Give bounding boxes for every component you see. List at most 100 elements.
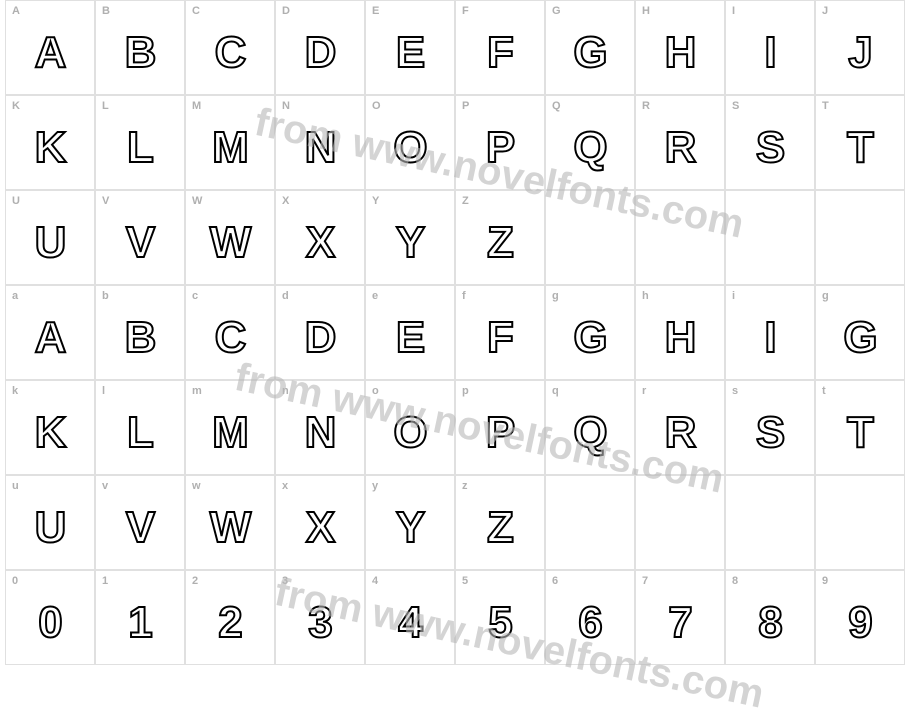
cell-glyph: E (396, 28, 424, 78)
glyph-cell-lowercase_row1-4: eE (365, 285, 455, 380)
glyph-cell-lowercase_row1-6: gG (545, 285, 635, 380)
glyph-cell-lowercase_row3-4: yY (365, 475, 455, 570)
glyph-cell-digits_row-3: 33 (275, 570, 365, 665)
cell-label: S (732, 100, 739, 112)
cell-label: Z (462, 195, 469, 207)
glyph-cell-digits_row-8: 88 (725, 570, 815, 665)
cell-glyph: I (764, 313, 775, 363)
cell-label: N (282, 100, 290, 112)
cell-glyph: F (487, 313, 513, 363)
cell-label: K (12, 100, 20, 112)
cell-label: g (822, 290, 829, 302)
cell-glyph: 2 (218, 598, 241, 648)
glyph-cell-uppercase_row3-3: XX (275, 190, 365, 285)
glyph-cell-uppercase_row3-2: WW (185, 190, 275, 285)
cell-label: z (462, 480, 468, 492)
cell-glyph: Y (396, 503, 424, 553)
cell-label: 9 (822, 575, 828, 587)
glyph-cell-lowercase_row2-3: nN (275, 380, 365, 475)
glyph-cell-uppercase_row1-3: DD (275, 0, 365, 95)
cell-label: d (282, 290, 289, 302)
glyph-cell-uppercase_row2-8: SS (725, 95, 815, 190)
cell-glyph: K (35, 408, 66, 458)
cell-glyph: 1 (128, 598, 151, 648)
glyph-cell-lowercase_row2-0: kK (5, 380, 95, 475)
glyph-cell-digits_row-6: 66 (545, 570, 635, 665)
cell-label: c (192, 290, 198, 302)
cell-label: m (192, 385, 202, 397)
glyph-cell-lowercase_row1-0: aA (5, 285, 95, 380)
cell-glyph: M (212, 408, 248, 458)
glyph-cell-lowercase_row1-2: cC (185, 285, 275, 380)
cell-label: p (462, 385, 469, 397)
glyph-cell-lowercase_row3-2: wW (185, 475, 275, 570)
glyph-cell-uppercase_row1-0: AA (5, 0, 95, 95)
glyph-cell-uppercase_row1-6: GG (545, 0, 635, 95)
character-map-grid: AABBCCDDEEFFGGHHIIJJKKLLMMNNOOPPQQRRSSTT… (5, 0, 905, 665)
cell-glyph: U (35, 218, 66, 268)
glyph-cell-uppercase_row3-0: UU (5, 190, 95, 285)
cell-label: R (642, 100, 650, 112)
cell-label: 7 (642, 575, 648, 587)
cell-glyph: H (665, 313, 696, 363)
cell-glyph: X (306, 503, 334, 553)
cell-glyph: D (305, 28, 336, 78)
cell-glyph: T (847, 123, 873, 173)
glyph-cell-uppercase_row2-2: MM (185, 95, 275, 190)
cell-label: n (282, 385, 289, 397)
cell-label: v (102, 480, 108, 492)
cell-label: X (282, 195, 289, 207)
cell-label: M (192, 100, 201, 112)
cell-glyph: B (125, 28, 156, 78)
cell-label: 2 (192, 575, 198, 587)
empty-cell (815, 475, 905, 570)
cell-label: 4 (372, 575, 378, 587)
cell-label: f (462, 290, 466, 302)
glyph-cell-uppercase_row2-3: NN (275, 95, 365, 190)
cell-label: Q (552, 100, 561, 112)
cell-glyph: J (848, 28, 871, 78)
glyph-cell-uppercase_row2-7: RR (635, 95, 725, 190)
glyph-cell-lowercase_row1-7: hH (635, 285, 725, 380)
empty-cell (635, 190, 725, 285)
cell-glyph: C (215, 313, 246, 363)
cell-glyph: G (573, 313, 606, 363)
cell-label: x (282, 480, 288, 492)
cell-glyph: L (127, 408, 153, 458)
cell-glyph: G (573, 28, 606, 78)
cell-glyph: P (486, 123, 514, 173)
glyph-cell-lowercase_row2-6: qQ (545, 380, 635, 475)
cell-glyph: 0 (38, 598, 61, 648)
cell-glyph: L (127, 123, 153, 173)
glyph-cell-digits_row-2: 22 (185, 570, 275, 665)
glyph-cell-digits_row-5: 55 (455, 570, 545, 665)
glyph-cell-lowercase_row2-4: oO (365, 380, 455, 475)
glyph-cell-lowercase_row1-5: fF (455, 285, 545, 380)
empty-cell (545, 475, 635, 570)
empty-cell (815, 190, 905, 285)
cell-label: s (732, 385, 738, 397)
glyph-cell-uppercase_row2-9: TT (815, 95, 905, 190)
cell-glyph: 6 (578, 598, 601, 648)
cell-glyph: V (126, 503, 154, 553)
glyph-cell-uppercase_row3-5: ZZ (455, 190, 545, 285)
cell-label: u (12, 480, 19, 492)
cell-glyph: W (210, 218, 251, 268)
cell-label: G (552, 5, 561, 17)
cell-glyph: E (396, 313, 424, 363)
cell-glyph: 9 (848, 598, 871, 648)
cell-label: D (282, 5, 290, 17)
cell-glyph: K (35, 123, 66, 173)
glyph-cell-uppercase_row2-0: KK (5, 95, 95, 190)
glyph-cell-uppercase_row1-5: FF (455, 0, 545, 95)
cell-label: U (12, 195, 20, 207)
cell-glyph: I (764, 28, 775, 78)
glyph-cell-lowercase_row3-1: vV (95, 475, 185, 570)
glyph-cell-uppercase_row2-1: LL (95, 95, 185, 190)
cell-label: 0 (12, 575, 18, 587)
cell-glyph: 5 (488, 598, 511, 648)
cell-label: V (102, 195, 109, 207)
cell-label: 5 (462, 575, 468, 587)
empty-cell (725, 475, 815, 570)
glyph-cell-uppercase_row1-4: EE (365, 0, 455, 95)
